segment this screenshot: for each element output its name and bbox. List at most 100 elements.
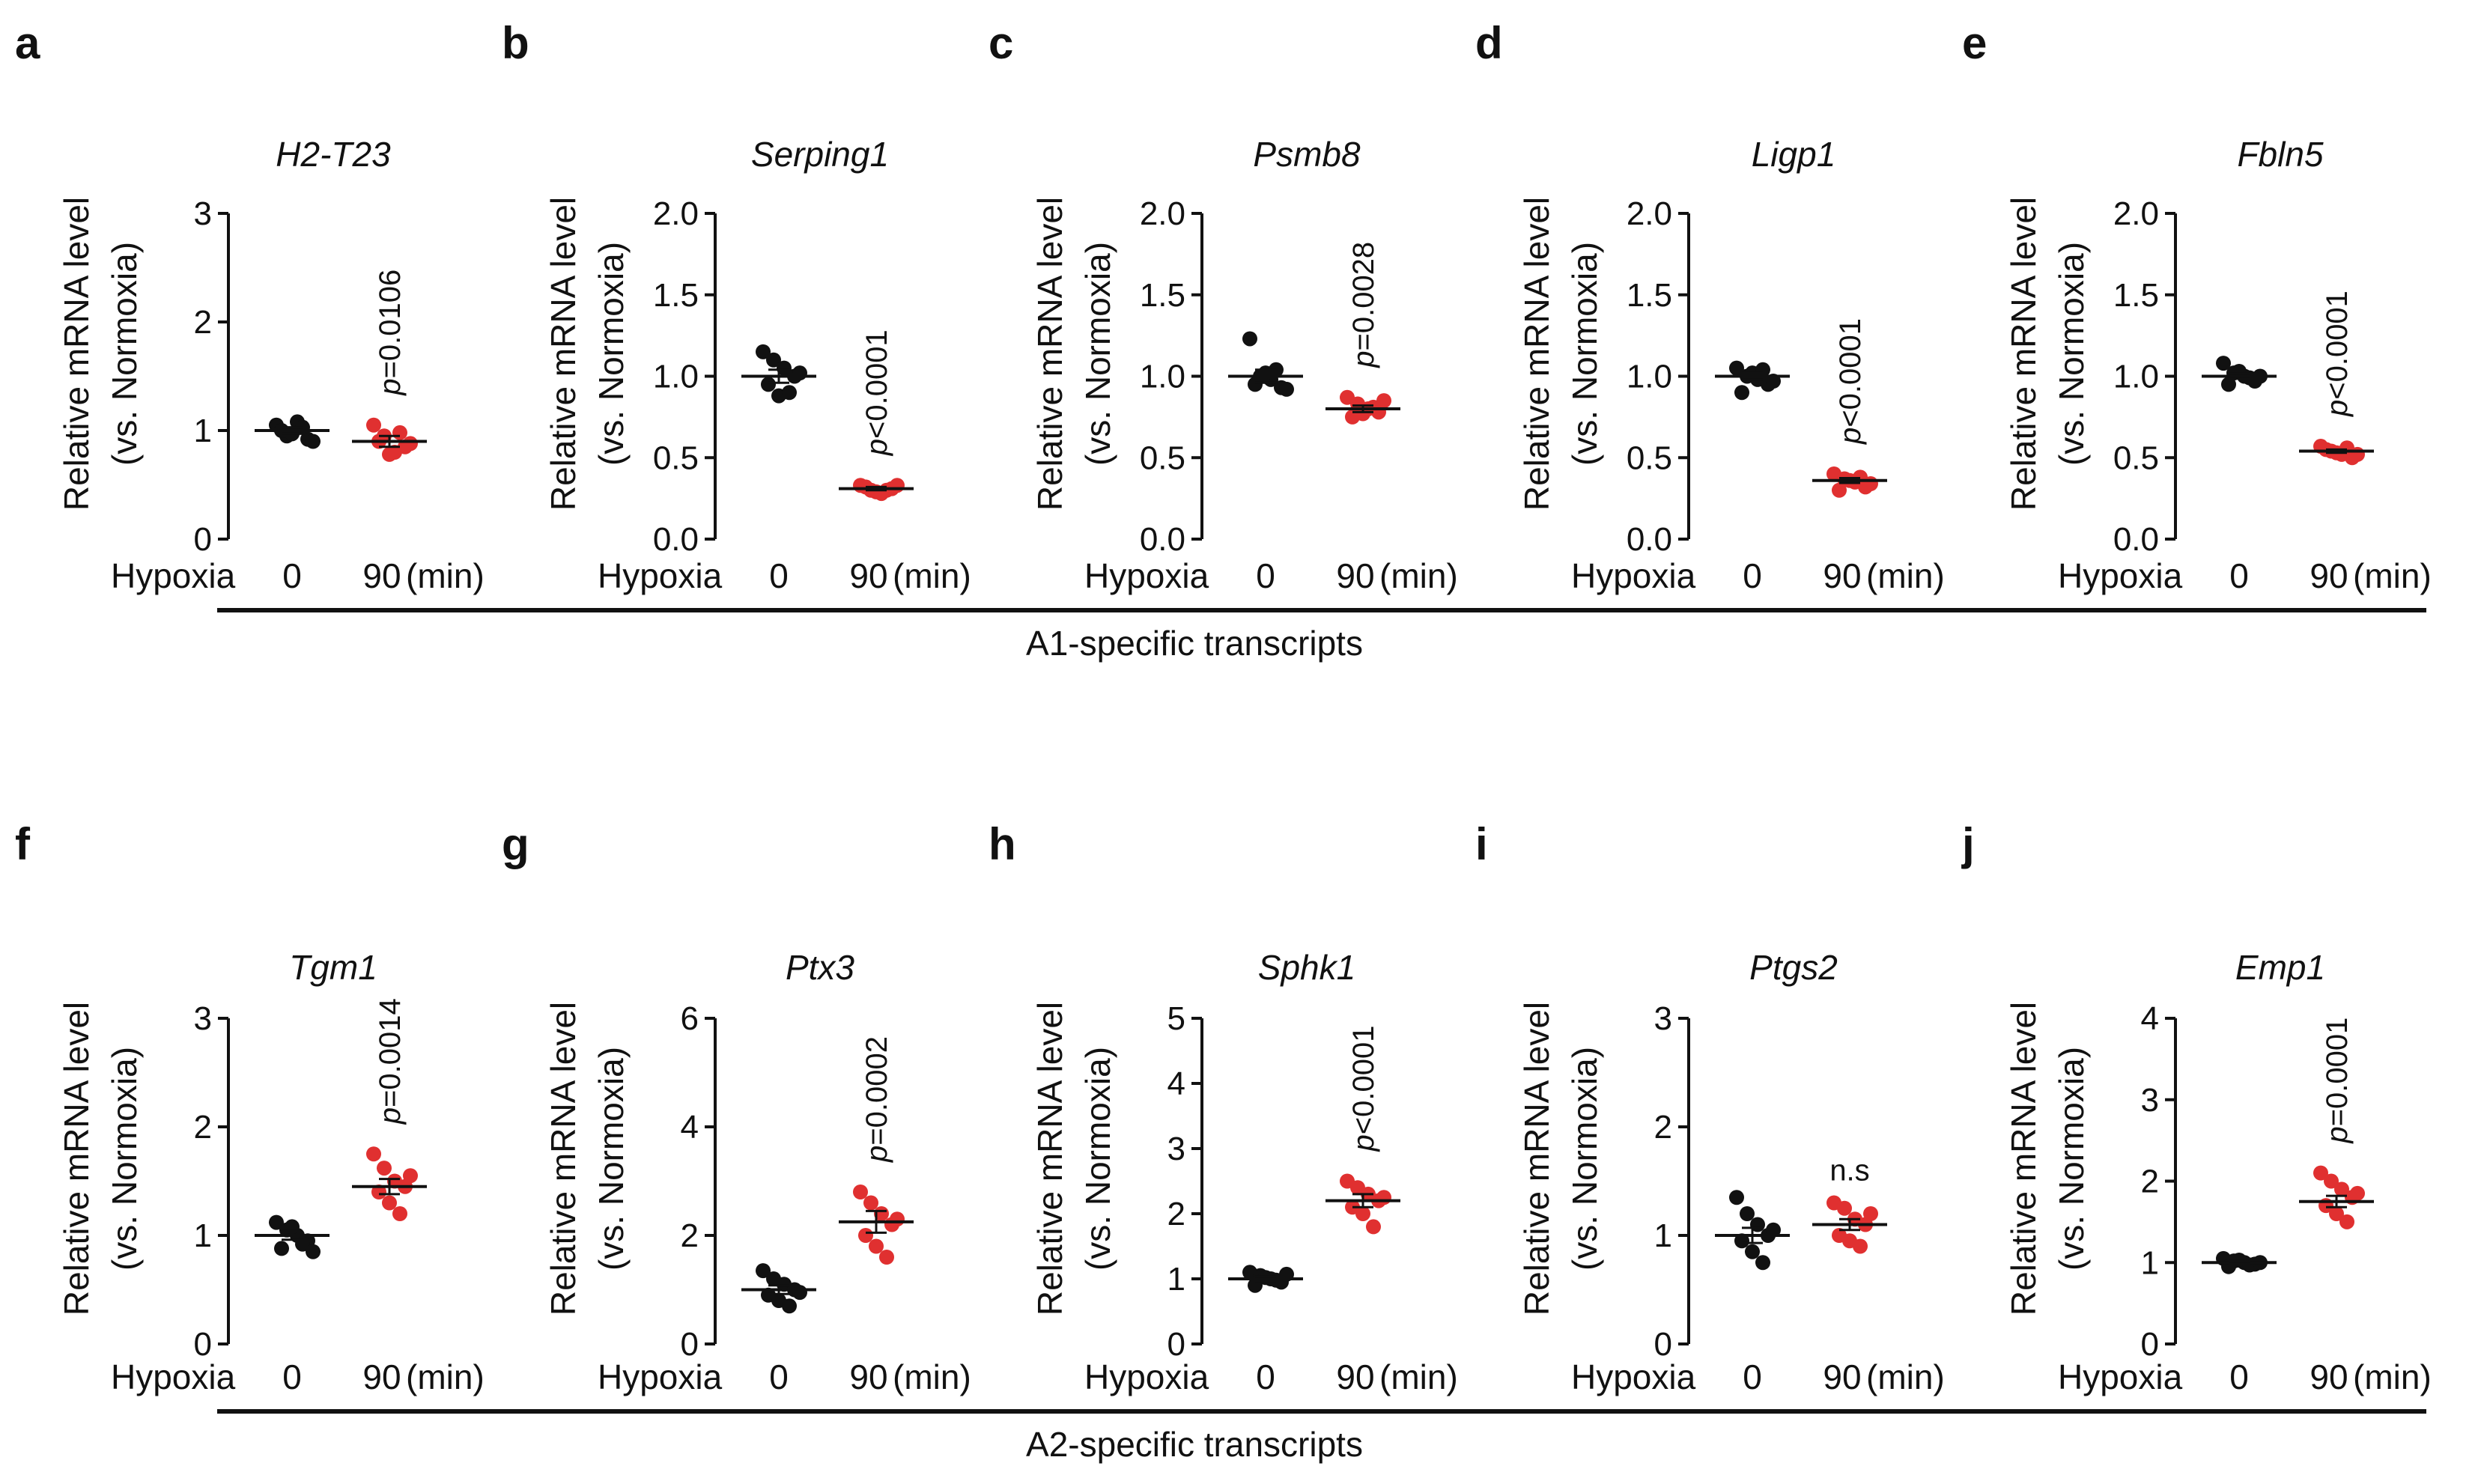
- data-point: [274, 1241, 289, 1256]
- y-tick-label: 2.0: [1140, 195, 1185, 232]
- p-value-symbol: p: [374, 379, 407, 396]
- data-point: [761, 377, 776, 392]
- p-value-text: <0.0001: [1834, 318, 1867, 428]
- data-point: [1863, 1206, 1878, 1221]
- group-label-top: A1-specific transcripts: [1026, 624, 1363, 663]
- data-point: [306, 434, 321, 449]
- y-tick-label: 1: [194, 413, 212, 449]
- x-axis-title: Hypoxia: [1571, 556, 1696, 595]
- p-value-text: <0.0001: [860, 329, 893, 439]
- x-axis-title: Hypoxia: [1571, 1357, 1696, 1396]
- y-tick-label: 1.0: [653, 359, 699, 395]
- y-axis-title-line2: (vs. Normoxia): [2052, 1047, 2091, 1271]
- x-tick-label-90: 90: [2310, 1357, 2348, 1396]
- y-axis-title-line2: (vs. Normoxia): [592, 242, 631, 466]
- y-axis-title-line1: Relative mRNA level: [57, 197, 96, 511]
- data-point: [403, 1168, 418, 1184]
- y-axis-title-line1: Relative mRNA level: [544, 1002, 583, 1316]
- x-axis-title: Hypoxia: [111, 1357, 236, 1396]
- x-unit-label: (min): [1379, 556, 1458, 595]
- panel-letter: e: [1962, 18, 1987, 68]
- data-point: [1837, 1200, 1852, 1216]
- data-point: [777, 360, 792, 376]
- p-value-text: =0.0028: [1347, 242, 1380, 351]
- panel-f: f Tgm1 Relative mRNA level (vs. Normoxia) 0 1…: [15, 819, 485, 1396]
- data-point: [306, 1244, 321, 1259]
- data-point: [1734, 385, 1749, 401]
- y-axis-title-line2: (vs. Normoxia): [1078, 1047, 1117, 1271]
- y-tick-label: 1.5: [2113, 277, 2159, 314]
- data-point: [2329, 1206, 2344, 1221]
- y-axis-title-line2: (vs. Normoxia): [1078, 242, 1117, 466]
- y-tick-label: 1.0: [1140, 359, 1185, 395]
- p-value-annotation: p=0.0002: [860, 1036, 893, 1163]
- x-axis-title: Hypoxia: [598, 1357, 723, 1396]
- y-tick-label: 1: [1654, 1217, 1672, 1254]
- y-tick-label: 2.0: [2113, 195, 2159, 232]
- x-tick-label-90: 90: [849, 556, 887, 595]
- panel-letter: f: [15, 819, 31, 869]
- p-value-symbol: p: [2321, 400, 2354, 417]
- y-axis-title-line1: Relative mRNA level: [1517, 197, 1556, 511]
- data-point: [1729, 360, 1744, 376]
- data-point: [392, 425, 407, 440]
- y-axis-title-line1: Relative mRNA level: [1030, 1002, 1069, 1316]
- panel-b: b Serping1 Relative mRNA level (vs. Normoxi…: [502, 18, 971, 595]
- data-point: [2334, 1182, 2349, 1197]
- x-unit-label: (min): [893, 556, 971, 595]
- p-value-symbol: p: [1347, 1134, 1380, 1152]
- data-point: [2339, 1214, 2354, 1229]
- y-tick-label: 2.0: [653, 195, 699, 232]
- y-tick-label: 2: [681, 1217, 699, 1254]
- y-tick-label: 1.5: [653, 277, 699, 314]
- data-point: [879, 1250, 894, 1265]
- data-point: [1248, 377, 1263, 392]
- y-tick-label: 1: [1167, 1261, 1185, 1298]
- y-tick-label: 1: [2141, 1244, 2159, 1281]
- gene-title: Psmb8: [1253, 135, 1361, 174]
- y-axis-title-line1: Relative mRNA level: [544, 197, 583, 511]
- x-axis-title: Hypoxia: [2058, 556, 2183, 595]
- panel-letter: b: [502, 18, 529, 68]
- data-point: [1740, 1206, 1755, 1221]
- y-tick-label: 0.0: [1627, 521, 1672, 558]
- panel-d: d Ligp1 Relative mRNA level (vs. Normoxia) 0…: [1475, 18, 1945, 595]
- y-axis-title-line1: Relative mRNA level: [2004, 1002, 2043, 1316]
- p-value-annotation: p=0.0014: [374, 998, 407, 1125]
- x-axis-title: Hypoxia: [598, 556, 723, 595]
- panel-i: i Ptgs2 Relative mRNA level (vs. Normoxia) 0…: [1475, 819, 1945, 1396]
- p-value-text: =0.0106: [374, 270, 407, 379]
- x-axis-title: Hypoxia: [1084, 1357, 1209, 1396]
- data-point: [1355, 1206, 1370, 1221]
- x-unit-label: (min): [2353, 1357, 2432, 1396]
- x-unit-label: (min): [1866, 556, 1945, 595]
- data-point: [1853, 1238, 1868, 1254]
- gene-title: Emp1: [2235, 948, 2325, 987]
- p-value-symbol: p: [860, 439, 893, 456]
- data-point: [392, 1206, 407, 1221]
- p-value-symbol: p: [374, 1107, 407, 1125]
- y-axis-title-line2: (vs. Normoxia): [105, 242, 144, 466]
- data-point: [1745, 1244, 1760, 1259]
- data-point: [756, 1263, 771, 1279]
- group-label-bottom: A2-specific transcripts: [1026, 1425, 1363, 1464]
- p-value-annotation: p<0.0001: [860, 329, 893, 456]
- data-point: [1242, 331, 1257, 347]
- gene-title: Ptgs2: [1749, 948, 1838, 987]
- x-axis-title: Hypoxia: [111, 556, 236, 595]
- data-point: [382, 1195, 397, 1211]
- x-axis-title: Hypoxia: [2058, 1357, 2183, 1396]
- data-point: [2313, 1165, 2328, 1181]
- data-point: [2350, 1185, 2365, 1201]
- data-point: [1832, 482, 1847, 498]
- data-point: [382, 446, 397, 462]
- y-tick-label: 4: [1167, 1065, 1185, 1102]
- p-value-annotation: p<0.0001: [1834, 318, 1867, 445]
- y-tick-label: 0.0: [1140, 521, 1185, 558]
- x-unit-label: (min): [893, 1357, 971, 1396]
- x-axis-title: Hypoxia: [1084, 556, 1209, 595]
- data-point: [269, 1214, 284, 1230]
- data-point: [853, 1185, 868, 1199]
- y-tick-label: 4: [681, 1109, 699, 1146]
